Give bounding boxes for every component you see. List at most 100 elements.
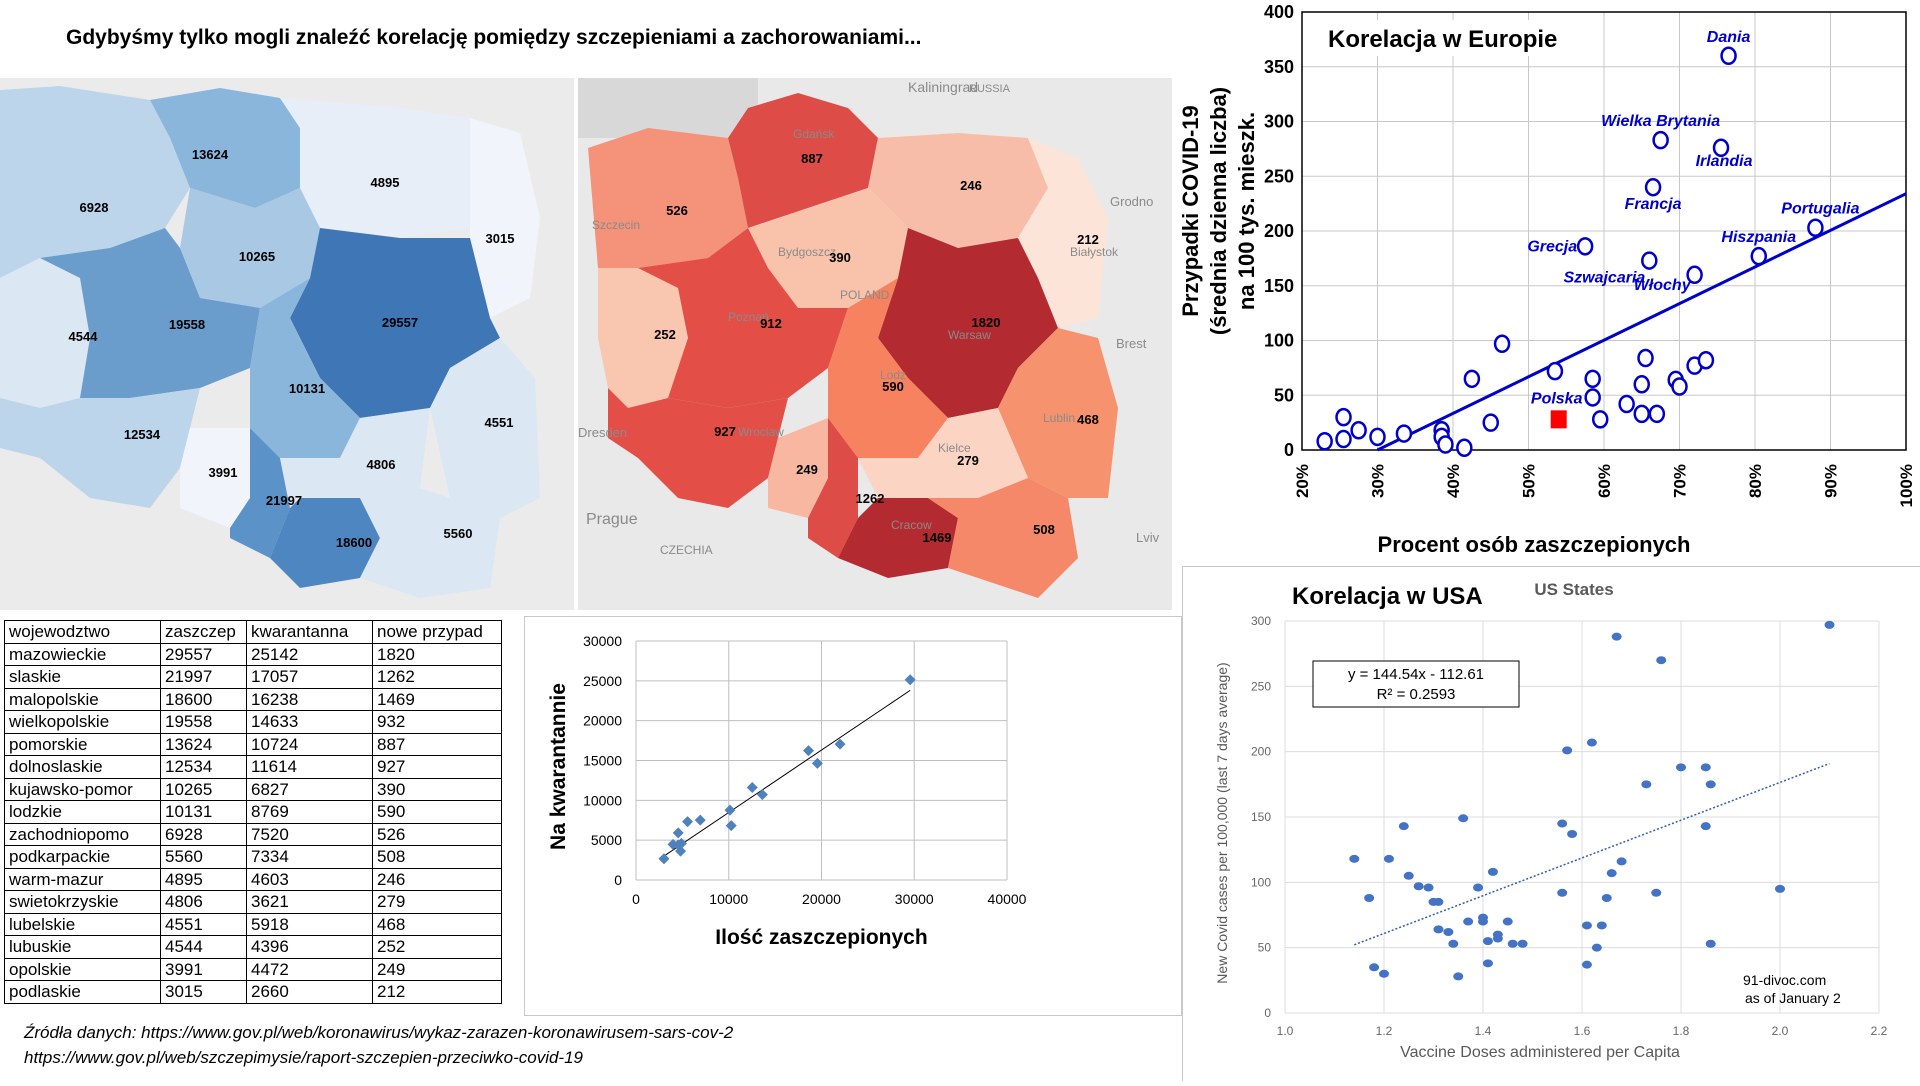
region-podlaskie [1018,138,1108,328]
table-cell-value: 4895 [160,867,247,891]
europe-data-point [1641,251,1658,270]
usa-data-point [1775,884,1785,893]
usa-data-point [1433,897,1444,906]
table-cell-value: 508 [372,845,502,869]
usa-data-point [1448,939,1459,948]
table-body: mazowieckie 29557 25142 1820 slaskie 21997 170… [4,642,502,1004]
data-table: wojewodztwo zaszczep kwarantanna nowe pr… [4,620,502,1004]
vax-label-pomorskie: 13624 [192,147,229,162]
vaccination-map: 13624 4895 6928 3015 10265 29557 4544 19… [0,78,574,610]
poland-x-tick: 30000 [895,891,934,907]
usa-data-point [1398,822,1409,831]
table-cell-region: dolnoslaskie [4,755,161,779]
europe-data-point [1686,265,1703,285]
table-cell-value: 13624 [160,732,247,756]
region-warminsko-mazurskie [868,133,1048,248]
table-cell-region: lubelskie [4,912,161,936]
usa-data-point [1557,888,1568,897]
europe-y-tick: 100 [1264,331,1294,351]
europe-data-point [1652,130,1669,150]
usa-data-point [1379,969,1389,978]
europe-data-point [1712,138,1730,158]
usa-x-tick: 1.0 [1277,1024,1294,1038]
cases-label-malopolskie: 1469 [923,530,952,545]
usa-x-axis-label: Vaccine Doses administered per Capita [1400,1044,1680,1061]
table-row: podkarpackie 5560 7334 508 [4,845,502,869]
europe-data-point [1493,334,1511,354]
poland-x-tick: 40000 [988,891,1027,907]
region-wielkopolskie [40,228,260,398]
usa-data-point [1482,937,1493,946]
europe-data-point [1671,377,1688,396]
poland-scatter-chart: 0 10000 20000 30000 40000 0 5000 10000 15000 2000… [524,616,1182,1016]
usa-data-point [1601,894,1612,903]
table-cell-region: podkarpackie [4,845,161,869]
usa-data-point [1423,883,1434,892]
usa-data-point [1567,829,1578,838]
cases-label-pomorskie: 887 [801,151,823,166]
europe-point-label: Polska [1531,390,1583,407]
table-cell-value: 252 [372,935,502,959]
vax-label-swietokrzyskie: 4806 [367,457,396,472]
usa-x-tick: 2.0 [1772,1024,1789,1038]
region-kujawsko-pomorskie [180,188,320,308]
table-cell-value: 29557 [160,642,247,666]
table-cell-value: 4551 [160,912,247,936]
europe-y-axis-label: (średnia dzienna liczba) [1206,87,1231,335]
table-cell-region: swietokrzyskie [4,890,161,914]
europe-data-point [1637,348,1654,368]
table-cell-value: 10724 [246,732,373,756]
region-pomorskie [728,93,878,228]
region-malopolskie [270,498,380,588]
usa-y-tick: 150 [1251,810,1271,824]
europe-data-point [1720,46,1737,66]
usa-y-tick: 0 [1264,1006,1271,1020]
table-row: mazowieckie 29557 25142 1820 [4,642,502,666]
place-label: Szczecin [592,218,640,232]
cases-label-opolskie: 249 [796,462,818,477]
poland-y-axis-label: Na kwarantannie [547,683,570,850]
poland-x-axis-label: Ilość zaszczepionych [715,926,927,949]
cases-label-mazowieckie: 1820 [972,315,1001,330]
poland-y-tick: 10000 [583,792,622,808]
poland-data-point [682,816,694,828]
table-cell-region: lodzkie [4,800,161,824]
poland-data-point [724,804,736,816]
europe-x-tick: 70% [1671,464,1690,498]
poland-scatter-svg: 0 10000 20000 30000 40000 0 5000 10000 15000 2000… [547,633,1027,949]
usa-data-point [1606,869,1617,878]
usa-data-point [1700,763,1711,772]
region-lubuskie [0,258,90,408]
cases-label-zachodniopomorskie: 526 [666,203,688,218]
table-cell-value: 21997 [160,665,247,689]
region-warminsko-mazurskie [280,98,470,238]
table-row: opolskie 3991 4472 249 [4,957,502,981]
table-cell-value: 1262 [372,665,502,689]
usa-equation-box [1312,660,1520,708]
usa-y-axis-label: New Covid cases per 100,000 (last 7 days… [1214,662,1230,983]
usa-data-point [1700,822,1711,831]
place-label: CZECHIA [660,543,713,557]
table-cell-value: 390 [372,777,502,801]
vaccination-map-svg: 13624 4895 6928 3015 10265 29557 4544 19… [0,78,574,610]
poland-y-tick: 30000 [583,633,622,649]
data-table-container: wojewodztwo zaszczep kwarantanna nowe pr… [4,620,512,1004]
table-header: kwarantanna [246,620,373,644]
europe-data-point [1463,369,1481,389]
europe-point-label: Hiszpania [1721,229,1796,246]
europe-x-tick: 90% [1822,464,1841,498]
table-row: slaskie 21997 17057 1262 [4,665,502,689]
table-cell-value: 5918 [246,912,373,936]
region-dolnoslaskie [0,388,200,508]
europe-point-label: Portugalia [1781,201,1859,218]
europe-y-tick: 350 [1264,57,1294,77]
table-row: lubelskie 4551 5918 468 [4,912,502,936]
europe-x-tick: 20% [1293,464,1312,498]
europe-y-axis-label: Przypadki COVID-19 [1178,105,1203,317]
europe-y-tick: 0 [1284,440,1294,460]
cases-map: Kaliningrad RUSSIA Gdańsk Szczecin Bydgo… [578,78,1172,610]
europe-data-point [1395,424,1413,443]
vax-label-malopolskie: 18600 [336,535,372,550]
europe-y-tick: 400 [1264,2,1294,22]
place-label: Lodz [880,368,906,382]
